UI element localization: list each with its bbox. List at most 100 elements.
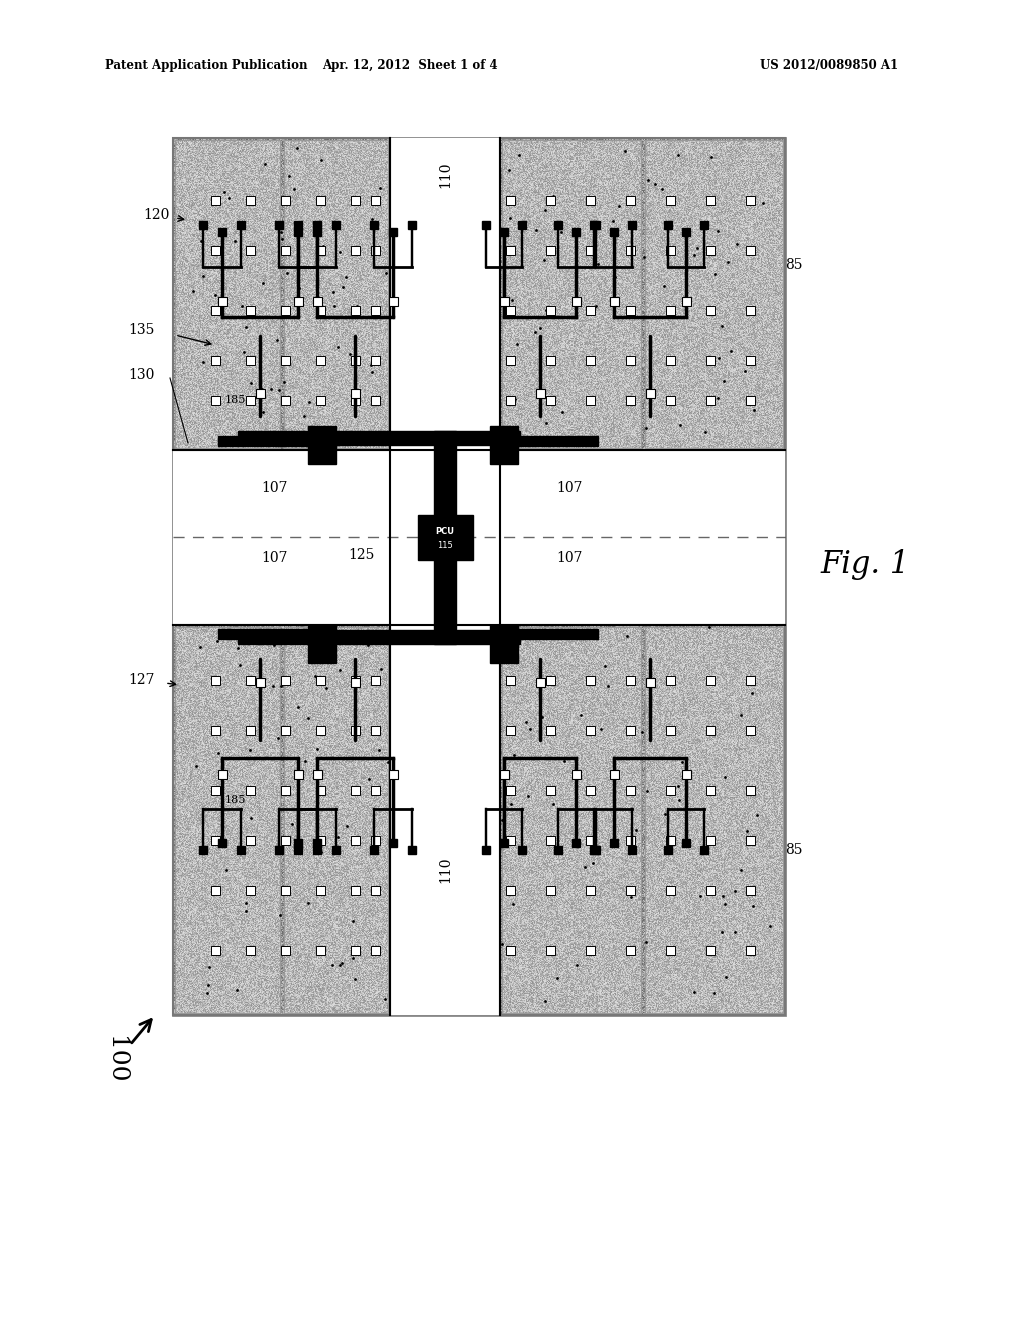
- Bar: [211, 946, 220, 954]
- Bar: [371, 356, 380, 366]
- Bar: [389, 297, 398, 306]
- Bar: [281, 726, 290, 735]
- Point: [637, 931, 653, 952]
- Bar: [211, 785, 220, 795]
- Point: [716, 371, 732, 392]
- Point: [618, 626, 635, 647]
- Point: [656, 804, 673, 825]
- Bar: [706, 306, 715, 315]
- Point: [335, 277, 351, 298]
- Bar: [546, 886, 555, 895]
- Point: [534, 706, 550, 727]
- Bar: [746, 886, 755, 895]
- Bar: [610, 840, 618, 847]
- Point: [332, 242, 348, 263]
- Point: [611, 195, 628, 216]
- Bar: [666, 676, 675, 685]
- Point: [494, 809, 510, 830]
- Bar: [351, 396, 360, 405]
- Bar: [644, 140, 783, 447]
- Point: [339, 816, 355, 837]
- Bar: [246, 886, 255, 895]
- Bar: [500, 840, 508, 847]
- Point: [572, 704, 589, 725]
- Point: [244, 372, 260, 393]
- Point: [194, 231, 210, 252]
- Point: [639, 780, 655, 801]
- Text: 135: 135: [129, 323, 155, 337]
- Bar: [316, 946, 325, 954]
- Point: [210, 743, 226, 764]
- Bar: [546, 946, 555, 954]
- Bar: [211, 246, 220, 255]
- Bar: [389, 770, 398, 779]
- Bar: [371, 726, 380, 735]
- Point: [351, 671, 368, 692]
- Bar: [506, 306, 515, 315]
- Point: [281, 165, 297, 186]
- Point: [326, 296, 342, 317]
- Bar: [211, 356, 220, 366]
- Point: [723, 341, 739, 362]
- Bar: [506, 356, 515, 366]
- Point: [511, 144, 527, 165]
- Text: Patent Application Publication: Patent Application Publication: [105, 58, 307, 71]
- Bar: [500, 139, 785, 450]
- Bar: [626, 836, 635, 845]
- Bar: [351, 726, 360, 735]
- Bar: [218, 436, 313, 446]
- Point: [360, 768, 377, 789]
- Bar: [546, 246, 555, 255]
- Point: [238, 900, 254, 921]
- Point: [647, 174, 664, 195]
- Bar: [308, 624, 336, 663]
- Point: [672, 789, 688, 810]
- Point: [364, 209, 380, 230]
- Bar: [626, 195, 635, 205]
- Bar: [586, 306, 595, 315]
- Point: [265, 635, 282, 656]
- Bar: [572, 297, 581, 306]
- Point: [300, 708, 316, 729]
- Text: 110: 110: [438, 857, 452, 883]
- Point: [371, 739, 387, 760]
- Point: [628, 820, 644, 841]
- Bar: [666, 836, 675, 845]
- Bar: [370, 220, 378, 230]
- Bar: [506, 396, 515, 405]
- Point: [331, 826, 347, 847]
- Bar: [371, 396, 380, 405]
- Bar: [666, 396, 675, 405]
- Point: [281, 347, 297, 368]
- Bar: [586, 726, 595, 735]
- Point: [503, 793, 519, 814]
- Bar: [572, 840, 580, 847]
- Bar: [666, 195, 675, 205]
- Point: [714, 921, 730, 942]
- Point: [566, 294, 583, 315]
- Bar: [518, 436, 598, 446]
- Point: [732, 705, 749, 726]
- Point: [738, 821, 755, 842]
- Point: [218, 859, 234, 880]
- Point: [692, 886, 709, 907]
- Point: [762, 916, 778, 937]
- Bar: [586, 676, 595, 685]
- Bar: [746, 676, 755, 685]
- Point: [538, 199, 554, 220]
- Point: [373, 659, 389, 680]
- Bar: [237, 220, 245, 230]
- Bar: [500, 228, 508, 236]
- Text: 115: 115: [437, 540, 453, 549]
- Point: [710, 220, 726, 242]
- Text: 107: 107: [557, 480, 584, 495]
- Point: [200, 975, 216, 997]
- Point: [300, 892, 316, 913]
- Bar: [682, 770, 691, 779]
- Bar: [666, 886, 675, 895]
- Bar: [211, 836, 220, 845]
- Point: [302, 628, 318, 649]
- Bar: [682, 228, 690, 236]
- Bar: [238, 630, 520, 644]
- Point: [290, 696, 306, 717]
